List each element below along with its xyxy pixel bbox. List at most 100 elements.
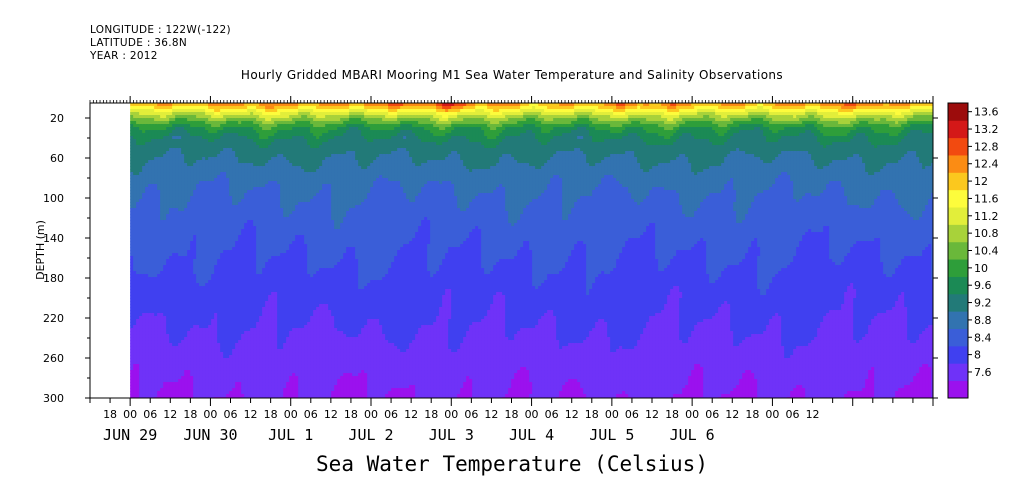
heatmap-cell <box>154 331 158 335</box>
heatmap-cell <box>181 181 185 185</box>
heatmap-cell <box>136 376 140 380</box>
heatmap-cell <box>139 376 143 380</box>
heatmap-cell <box>151 139 155 143</box>
heatmap-cell <box>163 388 167 392</box>
heatmap-cell <box>280 199 284 203</box>
heatmap-cell <box>166 175 170 179</box>
heatmap-cell <box>199 337 203 341</box>
heatmap-cell <box>202 223 206 227</box>
heatmap-cell <box>208 382 212 386</box>
heatmap-cell <box>250 121 254 125</box>
heatmap-cell <box>238 199 242 203</box>
heatmap-cell <box>277 247 281 251</box>
heatmap-cell <box>151 193 155 197</box>
heatmap-cell <box>232 337 236 341</box>
heatmap-cell <box>160 211 164 215</box>
heatmap-cell <box>187 313 191 317</box>
heatmap-cell <box>220 190 224 194</box>
heatmap-cell <box>139 172 143 176</box>
heatmap-cell <box>130 379 134 383</box>
heatmap-cell <box>274 139 278 143</box>
heatmap-cell <box>268 199 272 203</box>
heatmap-cell <box>172 280 176 284</box>
heatmap-cell <box>277 127 281 131</box>
heatmap-cell <box>187 271 191 275</box>
heatmap-cell <box>268 220 272 224</box>
heatmap-cell <box>226 367 230 371</box>
heatmap-cell <box>193 385 197 389</box>
heatmap-cell <box>250 247 254 251</box>
heatmap-cell <box>262 310 266 314</box>
heatmap-cell <box>175 196 179 200</box>
heatmap-cell <box>241 346 245 350</box>
heatmap-cell <box>205 139 209 143</box>
heatmap-cell <box>172 349 176 353</box>
heatmap-cell <box>226 121 230 125</box>
heatmap-cell <box>244 208 248 212</box>
heatmap-cell <box>187 151 191 155</box>
heatmap-cell <box>178 256 182 260</box>
heatmap-cell <box>202 343 206 347</box>
heatmap-cell <box>268 340 272 344</box>
heatmap-cell <box>268 271 272 275</box>
heatmap-cell <box>178 355 182 359</box>
heatmap-cell <box>139 214 143 218</box>
heatmap-cell <box>145 328 149 332</box>
heatmap-cell <box>202 133 206 137</box>
heatmap-cell <box>271 175 275 179</box>
heatmap-cell <box>166 349 170 353</box>
heatmap-cell <box>151 157 155 161</box>
heatmap-cell <box>268 205 272 209</box>
heatmap-cell <box>202 124 206 128</box>
heatmap-cell <box>226 247 230 251</box>
heatmap-cell <box>214 112 218 116</box>
heatmap-cell <box>220 163 224 167</box>
heatmap-cell <box>163 337 167 341</box>
heatmap-cell <box>154 361 158 365</box>
heatmap-cell <box>154 334 158 338</box>
heatmap-cell <box>277 139 281 143</box>
heatmap-cell <box>226 214 230 218</box>
heatmap-cell <box>265 232 269 236</box>
heatmap-cell <box>244 220 248 224</box>
heatmap-cell <box>208 229 212 233</box>
heatmap-cell <box>253 262 257 266</box>
heatmap-cell <box>157 106 161 110</box>
heatmap-cell <box>241 358 245 362</box>
heatmap-cell <box>214 250 218 254</box>
heatmap-cell <box>157 184 161 188</box>
heatmap-cell <box>175 109 179 113</box>
heatmap-cell <box>277 277 281 281</box>
heatmap-cell <box>166 352 170 356</box>
heatmap-cell <box>253 316 257 320</box>
heatmap-cell <box>136 373 140 377</box>
heatmap-cell <box>181 379 185 383</box>
heatmap-cell <box>142 124 146 128</box>
heatmap-cell <box>136 391 140 395</box>
heatmap-cell <box>211 274 215 278</box>
heatmap-cell <box>244 229 248 233</box>
heatmap-cell <box>148 199 152 203</box>
heatmap-cell <box>187 328 191 332</box>
heatmap-cell <box>139 103 143 107</box>
heatmap-cell <box>238 289 242 293</box>
heatmap-cell <box>142 208 146 212</box>
heatmap-cell <box>220 367 224 371</box>
heatmap-cell <box>190 289 194 293</box>
heatmap-cell <box>262 136 266 140</box>
heatmap-cell <box>247 289 251 293</box>
heatmap-cell <box>232 268 236 272</box>
heatmap-cell <box>214 103 218 107</box>
heatmap-cell <box>229 130 233 134</box>
heatmap-cell <box>169 217 173 221</box>
heatmap-cell <box>142 376 146 380</box>
heatmap-cell <box>238 256 242 260</box>
heatmap-cell <box>223 247 227 251</box>
heatmap-cell <box>262 223 266 227</box>
heatmap-cell <box>256 163 260 167</box>
heatmap-cell <box>241 178 245 182</box>
heatmap-cell <box>184 259 188 263</box>
heatmap-cell <box>196 319 200 323</box>
heatmap-cell <box>169 175 173 179</box>
heatmap-cell <box>166 151 170 155</box>
